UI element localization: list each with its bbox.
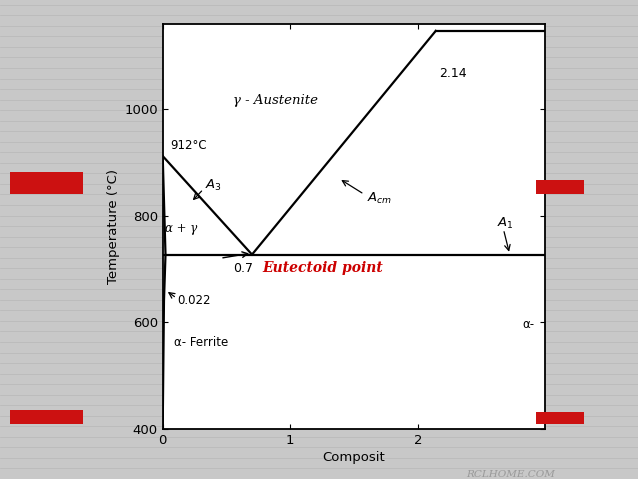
Text: α- Ferrite: α- Ferrite xyxy=(174,336,228,349)
Text: γ - Austenite: γ - Austenite xyxy=(233,94,318,107)
Text: α + γ: α + γ xyxy=(165,222,198,235)
Text: 912°C: 912°C xyxy=(170,139,207,152)
Text: Eutectoid point: Eutectoid point xyxy=(262,261,383,274)
Text: $A_3$: $A_3$ xyxy=(205,178,221,193)
Text: 0.7: 0.7 xyxy=(233,262,253,274)
Text: $A_{cm}$: $A_{cm}$ xyxy=(367,192,392,206)
Y-axis label: Temperature (°C): Temperature (°C) xyxy=(107,169,120,284)
Text: RCLHOME.COM: RCLHOME.COM xyxy=(466,469,554,479)
Text: α-: α- xyxy=(523,318,535,331)
Text: 2.14: 2.14 xyxy=(440,67,467,80)
Text: 0.022: 0.022 xyxy=(177,294,211,307)
X-axis label: Composit: Composit xyxy=(323,451,385,464)
Text: $A_1$: $A_1$ xyxy=(497,217,514,231)
